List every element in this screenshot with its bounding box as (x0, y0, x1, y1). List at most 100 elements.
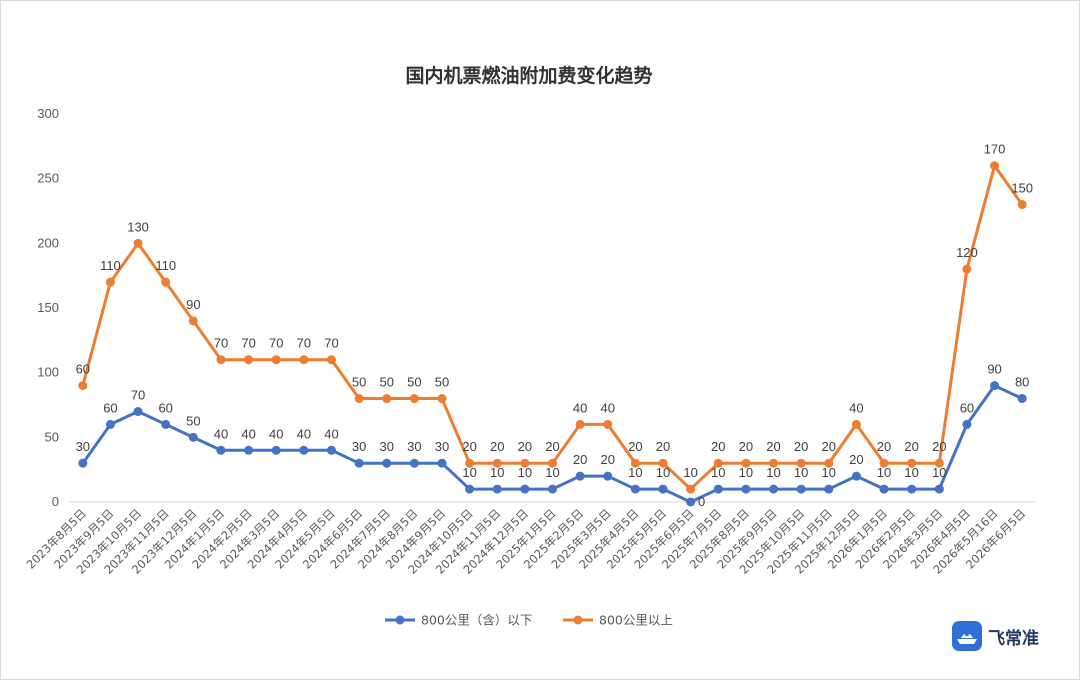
data-label-series-2: 70 (214, 336, 228, 351)
data-point-series-1 (769, 484, 779, 494)
data-point-series-1 (437, 458, 447, 468)
data-point-series-1 (216, 445, 226, 455)
data-label-series-1: 90 (987, 362, 1001, 377)
data-point-series-2 (934, 458, 944, 468)
data-point-series-2 (907, 458, 917, 468)
data-point-series-1 (603, 471, 613, 481)
data-label-series-2: 40 (573, 400, 587, 415)
data-label-series-1: 30 (379, 439, 393, 454)
data-label-series-1: 40 (297, 426, 311, 441)
data-label-series-1: 10 (822, 465, 836, 480)
data-label-series-1: 20 (573, 452, 587, 467)
data-point-series-1 (686, 497, 696, 507)
y-tick-label: 200 (37, 235, 59, 250)
data-label-series-2: 60 (76, 362, 90, 377)
data-label-series-2: 20 (628, 439, 642, 454)
data-point-series-1 (879, 484, 889, 494)
data-label-series-2: 20 (462, 439, 476, 454)
data-point-series-2 (575, 419, 585, 429)
data-label-series-2: 70 (297, 336, 311, 351)
y-tick-label: 300 (37, 106, 59, 121)
data-point-series-1 (1017, 394, 1027, 404)
data-label-series-2: 50 (352, 375, 366, 390)
data-point-series-1 (78, 458, 88, 468)
data-label-series-1: 10 (932, 465, 946, 480)
data-label-series-1: 0 (698, 494, 705, 509)
data-label-series-2: 20 (739, 439, 753, 454)
data-label-series-1: 10 (877, 465, 891, 480)
series-layer (78, 161, 1027, 507)
data-point-series-1 (299, 445, 309, 455)
data-label-series-1: 10 (794, 465, 808, 480)
data-label-series-1: 30 (435, 439, 449, 454)
data-label-series-1: 10 (490, 465, 504, 480)
data-point-series-1 (658, 484, 668, 494)
y-tick-label: 50 (45, 429, 59, 444)
data-label-series-1: 20 (601, 452, 615, 467)
data-label-series-1: 40 (241, 426, 255, 441)
data-point-series-1 (824, 484, 834, 494)
data-label-series-1: 20 (849, 452, 863, 467)
data-point-series-1 (409, 458, 419, 468)
data-point-series-1 (962, 419, 972, 429)
data-point-series-1 (105, 419, 115, 429)
data-point-series-1 (630, 484, 640, 494)
data-label-series-2: 20 (518, 439, 532, 454)
data-label-series-1: 30 (407, 439, 421, 454)
chart-title: 国内机票燃油附加费变化趋势 (405, 64, 652, 87)
data-label-series-1: 60 (103, 400, 117, 415)
data-label-series-1: 10 (711, 465, 725, 480)
data-label-series-1: 10 (518, 465, 532, 480)
data-point-series-2 (686, 484, 696, 494)
data-point-series-1 (244, 445, 254, 455)
x-axis: 2023年8月5日2023年9月5日2023年10月5日2023年11月5日20… (24, 501, 1036, 577)
data-label-series-1: 40 (324, 426, 338, 441)
data-point-series-2 (520, 458, 530, 468)
data-point-series-1 (492, 484, 502, 494)
data-point-series-1 (133, 406, 143, 416)
data-label-layer: 30 60 70 60 50 40 40 40 40 40 30 30 30 30 10 10 10 10 20 20… (76, 142, 1033, 509)
data-label-series-2: 20 (766, 439, 780, 454)
data-point-series-2 (271, 355, 281, 365)
data-point-series-1 (990, 381, 1000, 391)
data-point-series-2 (437, 394, 447, 404)
data-label-series-2: 20 (904, 439, 918, 454)
data-point-series-1 (354, 458, 364, 468)
data-point-series-1 (548, 484, 557, 494)
data-point-series-2 (658, 458, 668, 468)
data-label-series-2: 110 (155, 258, 176, 273)
data-point-series-2 (851, 419, 861, 429)
data-point-series-2 (133, 238, 143, 248)
data-label-series-2: 20 (656, 439, 670, 454)
data-point-series-2 (244, 355, 254, 365)
legend-marker-2 (573, 615, 583, 625)
data-point-series-2 (548, 458, 557, 468)
data-label-series-2: 50 (435, 375, 449, 390)
data-point-series-2 (382, 394, 392, 404)
data-label-series-2: 120 (956, 245, 978, 260)
data-label-series-2: 20 (545, 439, 559, 454)
data-point-series-2 (603, 419, 613, 429)
data-point-series-2 (465, 458, 475, 468)
data-point-series-2 (879, 458, 889, 468)
data-label-series-1: 10 (739, 465, 753, 480)
y-tick-label: 150 (37, 300, 59, 315)
data-point-series-1 (382, 458, 392, 468)
data-label-series-1: 70 (131, 387, 145, 402)
data-point-series-2 (188, 316, 198, 326)
data-point-series-2 (326, 355, 336, 365)
data-point-series-2 (824, 458, 834, 468)
brand-watermark: 飞常准 (952, 621, 1039, 651)
data-label-series-2: 70 (241, 336, 255, 351)
data-point-series-1 (575, 471, 585, 481)
data-point-series-2 (713, 458, 723, 468)
data-point-series-2 (962, 264, 972, 274)
data-label-series-2: 50 (407, 375, 421, 390)
data-label-series-2: 70 (324, 336, 338, 351)
data-point-series-1 (907, 484, 917, 494)
data-label-series-2: 90 (186, 297, 200, 312)
data-label-series-1: 10 (462, 465, 476, 480)
data-label-series-1: 10 (904, 465, 918, 480)
